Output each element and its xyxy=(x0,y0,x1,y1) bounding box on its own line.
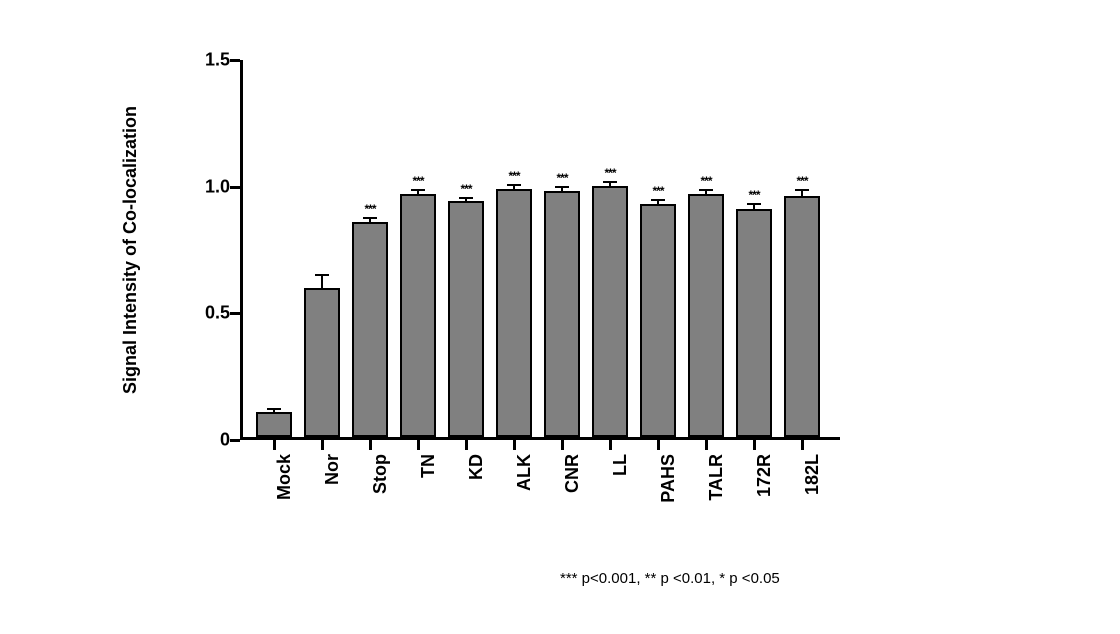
error-cap xyxy=(459,197,473,199)
error-cap xyxy=(363,217,377,219)
bar xyxy=(304,288,340,437)
bar xyxy=(640,204,676,437)
bar-group xyxy=(256,57,292,437)
x-tick-label: 172R xyxy=(754,454,775,574)
bar-group: *** xyxy=(496,57,532,437)
x-tick-label: 182L xyxy=(802,454,823,574)
bar-group: *** xyxy=(688,57,724,437)
bar xyxy=(448,201,484,437)
x-tick xyxy=(369,440,372,450)
significance-marker: *** xyxy=(772,174,832,188)
x-tick-label: CNR xyxy=(562,454,583,574)
x-axis-line xyxy=(240,437,840,440)
error-cap xyxy=(507,184,521,186)
error-bar xyxy=(321,275,323,288)
plot-area: MockNor***Stop***TN***KD***ALK***CNR***L… xyxy=(240,60,840,440)
x-tick-label: TALR xyxy=(706,454,727,574)
error-cap xyxy=(555,186,569,188)
y-axis-label: Signal Intensity of Co-localization xyxy=(120,60,144,440)
y-tick-label: 0 xyxy=(170,430,230,451)
bar-group: *** xyxy=(400,57,436,437)
bar xyxy=(592,186,628,437)
x-tick-label: Mock xyxy=(274,454,295,574)
significance-marker: *** xyxy=(724,188,784,202)
x-tick xyxy=(705,440,708,450)
x-tick xyxy=(657,440,660,450)
error-cap xyxy=(267,408,281,410)
x-tick-label: Nor xyxy=(322,454,343,574)
bar-group: *** xyxy=(448,57,484,437)
error-cap xyxy=(603,181,617,183)
error-cap xyxy=(699,189,713,191)
error-cap xyxy=(651,199,665,201)
significance-marker: *** xyxy=(436,182,496,196)
error-cap xyxy=(795,189,809,191)
significance-marker: *** xyxy=(580,166,640,180)
bar xyxy=(544,191,580,437)
x-tick xyxy=(321,440,324,450)
bar-group: *** xyxy=(784,57,820,437)
y-tick-label: 1.5 xyxy=(170,50,230,71)
x-tick xyxy=(513,440,516,450)
x-tick xyxy=(753,440,756,450)
error-cap xyxy=(315,274,329,276)
significance-marker: *** xyxy=(676,174,736,188)
bar xyxy=(496,189,532,437)
y-tick xyxy=(230,186,240,189)
error-cap xyxy=(411,189,425,191)
x-tick xyxy=(609,440,612,450)
x-tick-label: KD xyxy=(466,454,487,574)
x-tick xyxy=(273,440,276,450)
x-tick xyxy=(801,440,804,450)
bar xyxy=(736,209,772,437)
x-tick-label: LL xyxy=(610,454,631,574)
bar xyxy=(256,412,292,437)
y-tick xyxy=(230,312,240,315)
bar xyxy=(784,196,820,437)
x-tick-label: ALK xyxy=(514,454,535,574)
x-tick-label: Stop xyxy=(370,454,391,574)
bar xyxy=(400,194,436,437)
y-tick xyxy=(230,59,240,62)
figure: Signal Intensity of Co-localization Mock… xyxy=(180,60,940,580)
bar-group: *** xyxy=(544,57,580,437)
bar-group: *** xyxy=(736,57,772,437)
bar xyxy=(352,222,388,437)
x-tick xyxy=(417,440,420,450)
bar-group xyxy=(304,57,340,437)
x-tick xyxy=(465,440,468,450)
y-tick xyxy=(230,439,240,442)
bar-group: *** xyxy=(640,57,676,437)
bar-group: *** xyxy=(352,57,388,437)
bar xyxy=(688,194,724,437)
error-cap xyxy=(747,203,761,205)
bar-group: *** xyxy=(592,57,628,437)
x-tick-label: TN xyxy=(418,454,439,574)
y-tick-label: 0.5 xyxy=(170,303,230,324)
y-tick-label: 1.0 xyxy=(170,176,230,197)
x-tick xyxy=(561,440,564,450)
significance-marker: *** xyxy=(340,202,400,216)
significance-footnote: *** p<0.001, ** p <0.01, * p <0.05 xyxy=(560,570,780,587)
x-tick-label: PAHS xyxy=(658,454,679,574)
y-axis-line xyxy=(240,60,243,440)
